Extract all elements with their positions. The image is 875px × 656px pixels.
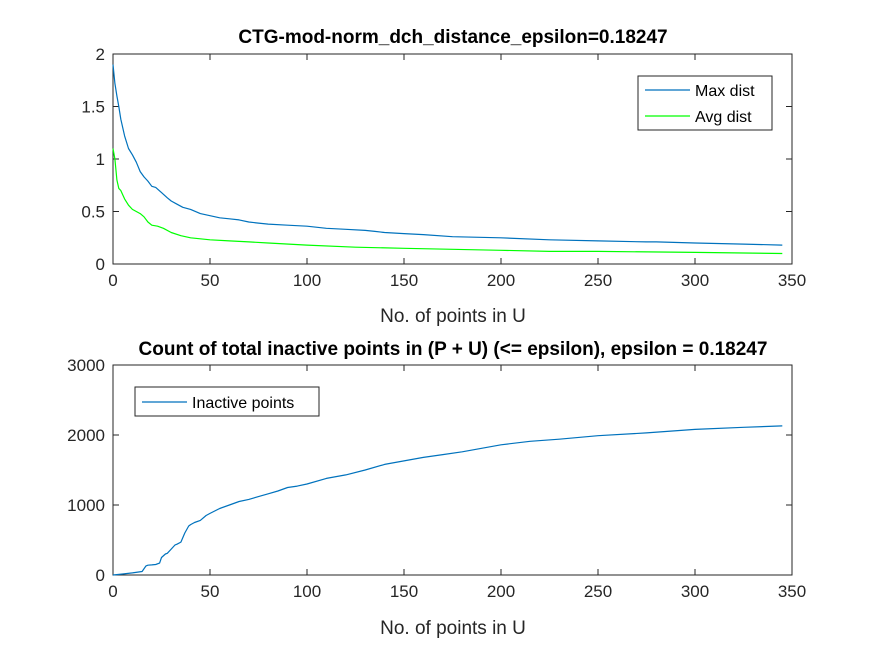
- top-plot-xtick-label: 150: [390, 271, 418, 290]
- legend-avg-dist-label: Avg dist: [695, 109, 752, 126]
- bottom-plot: Count of total inactive points in (P + U…: [67, 339, 806, 639]
- bottom-plot-xtick-label: 350: [778, 582, 806, 601]
- bottom-plot-xtick-label: 0: [108, 582, 117, 601]
- bottom-plot-lines: [112, 425, 783, 576]
- top-plot-ytick-label: 1.5: [81, 98, 105, 117]
- top-plot-lines: [112, 64, 783, 255]
- bottom-plot-xtick-label: 150: [390, 582, 418, 601]
- bottom-plot-ytick-label: 3000: [67, 356, 105, 375]
- bottom-plot-legend: Inactive points: [134, 386, 320, 417]
- top-plot-xtick-label: 50: [201, 271, 220, 290]
- bottom-plot-ytick-label: 2000: [67, 426, 105, 445]
- top-plot-title: CTG-mod-norm_dch_distance_epsilon=0.1824…: [238, 27, 667, 48]
- top-plot-xtick-label: 200: [487, 271, 515, 290]
- top-plot-xtick-label: 250: [584, 271, 612, 290]
- top-plot-legend-box: [637, 75, 773, 131]
- top-plot-ytick-label: 0.5: [81, 203, 105, 222]
- bottom-plot-xtick-label: 50: [201, 582, 220, 601]
- bottom-plot-xtick-label: 200: [487, 582, 515, 601]
- bottom-plot-ytick-label: 1000: [67, 496, 105, 515]
- bottom-plot-xtick-label: 250: [584, 582, 612, 601]
- top-plot-ytick-label: 2: [96, 45, 105, 64]
- bottom-plot-xtick-label: 100: [293, 582, 321, 601]
- top-plot-legend: Max dist Avg dist: [637, 75, 773, 131]
- top-plot-xtick-label: 350: [778, 271, 806, 290]
- top-plot-xtick-label: 300: [681, 271, 709, 290]
- bottom-plot-ticks: 0 50 100 150 200 250 300 350 0 1000 2000 3000: [67, 356, 806, 601]
- top-plot-series-max-dist: [112, 64, 783, 246]
- top-plot: CTG-mod-norm_dch_distance_epsilon=0.1824…: [81, 27, 806, 327]
- legend-inactive-points-label: Inactive points: [192, 395, 294, 412]
- bottom-plot-ytick-label: 0: [96, 566, 105, 585]
- bottom-plot-series-inactive-points: [112, 425, 783, 576]
- legend-max-dist-label: Max dist: [695, 83, 755, 100]
- top-plot-ytick-label: 1: [96, 150, 105, 169]
- bottom-plot-xlabel: No. of points in U: [380, 618, 526, 639]
- bottom-plot-title: Count of total inactive points in (P + U…: [139, 339, 768, 360]
- top-plot-series-avg-dist: [112, 148, 783, 255]
- top-plot-ticks: 0 50 100 150 200 250 300 350 0 0.5 1 1.5 2: [81, 45, 806, 290]
- bottom-plot-xtick-label: 300: [681, 582, 709, 601]
- top-plot-ytick-label: 0: [96, 255, 105, 274]
- top-plot-xtick-label: 100: [293, 271, 321, 290]
- top-plot-xlabel: No. of points in U: [380, 306, 526, 327]
- top-plot-xtick-label: 0: [108, 271, 117, 290]
